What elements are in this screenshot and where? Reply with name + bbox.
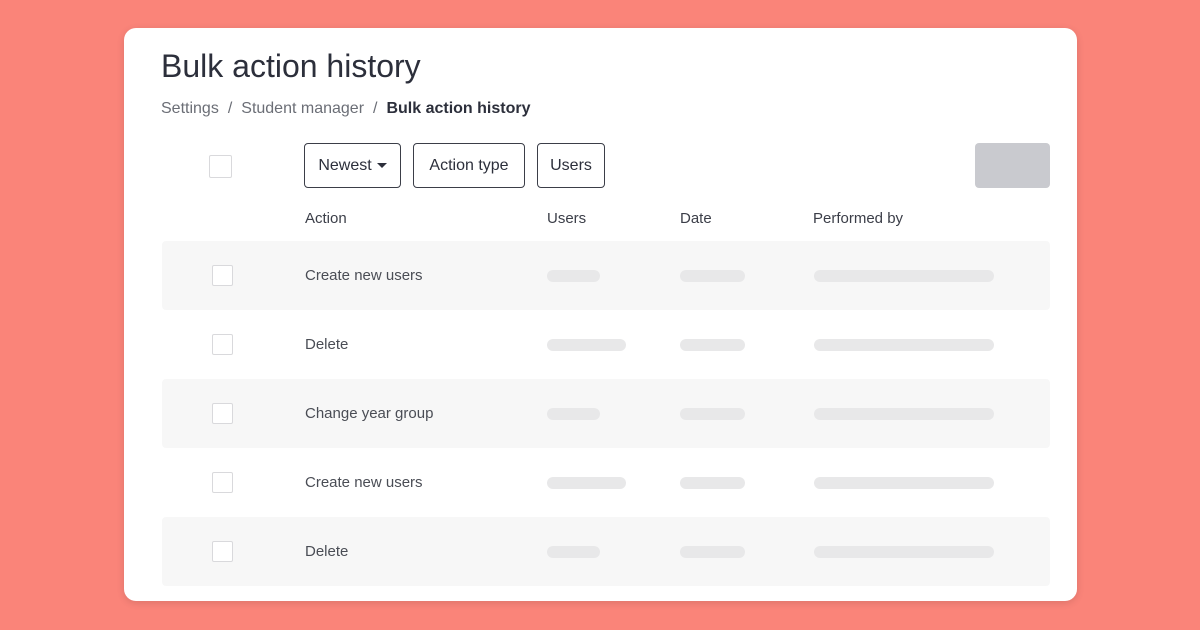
breadcrumb-settings[interactable]: Settings <box>161 100 219 117</box>
performed-by-placeholder <box>814 270 994 282</box>
date-placeholder <box>680 408 745 420</box>
bulk-action-card: Bulk action history Settings / Student man… <box>124 28 1077 601</box>
row-checkbox[interactable] <box>212 472 233 493</box>
row-action: Change year group <box>305 405 434 422</box>
performed-by-placeholder <box>814 408 994 420</box>
breadcrumb: Settings / Student manager / Bulk action his… <box>161 100 531 118</box>
users-placeholder <box>547 408 600 420</box>
action-type-filter-button[interactable]: Action type <box>413 143 525 188</box>
date-placeholder <box>680 270 745 282</box>
users-placeholder <box>547 339 626 351</box>
table-row[interactable]: Create new users <box>162 241 1050 310</box>
row-action: Delete <box>305 336 349 353</box>
row-checkbox[interactable] <box>212 334 233 355</box>
row-action: Create new users <box>305 474 423 491</box>
date-placeholder <box>680 546 745 558</box>
performed-by-placeholder <box>814 546 994 558</box>
users-placeholder <box>547 270 600 282</box>
page-title: Bulk action history <box>161 48 421 84</box>
table-row[interactable]: Delete <box>162 517 1050 586</box>
row-checkbox[interactable] <box>212 265 233 286</box>
users-placeholder <box>547 546 600 558</box>
table-row[interactable]: Create new users <box>162 448 1050 517</box>
users-filter-button[interactable]: Users <box>537 143 605 188</box>
date-placeholder <box>680 339 745 351</box>
sort-dropdown-button[interactable]: Newest <box>304 143 401 188</box>
row-action: Delete <box>305 543 349 560</box>
caret-down-icon <box>376 163 387 168</box>
table-row[interactable]: Change year group <box>162 379 1050 448</box>
column-header-action: Action <box>305 210 347 227</box>
date-placeholder <box>680 477 745 489</box>
select-all-checkbox[interactable] <box>209 155 232 178</box>
breadcrumb-current: Bulk action history <box>386 100 531 117</box>
row-checkbox[interactable] <box>212 403 233 424</box>
breadcrumb-separator: / <box>373 100 378 117</box>
performed-by-placeholder <box>814 339 994 351</box>
column-header-users: Users <box>547 210 587 227</box>
row-action: Create new users <box>305 267 423 284</box>
performed-by-placeholder <box>814 477 994 489</box>
table-row[interactable]: Delete <box>162 310 1050 379</box>
breadcrumb-separator: / <box>227 100 233 117</box>
row-checkbox[interactable] <box>212 541 233 562</box>
column-header-performed-by: Performed by <box>813 210 904 227</box>
sort-label: Newest <box>318 156 372 174</box>
users-placeholder <box>547 477 626 489</box>
column-header-date: Date <box>680 210 712 227</box>
breadcrumb-student-manager[interactable]: Student manager <box>241 100 365 117</box>
disabled-action-button[interactable] <box>975 143 1050 188</box>
